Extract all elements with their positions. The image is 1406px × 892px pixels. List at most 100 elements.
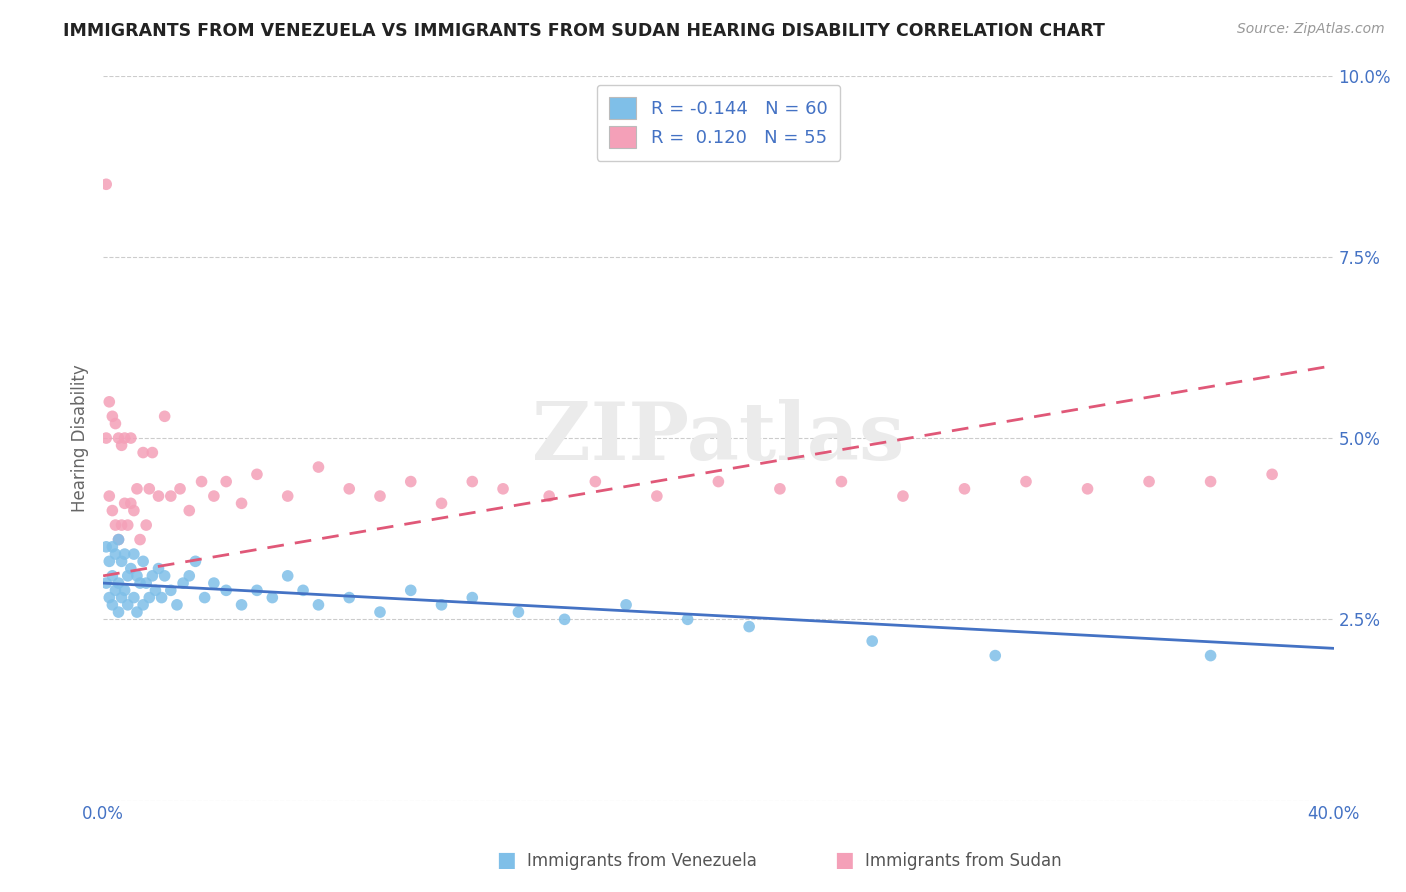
Point xyxy=(246,583,269,598)
Point xyxy=(1137,475,1160,489)
Point xyxy=(538,489,561,503)
Point xyxy=(96,540,118,554)
Point xyxy=(166,598,188,612)
Text: ■: ■ xyxy=(496,850,516,870)
Point xyxy=(107,533,129,547)
Point xyxy=(122,503,145,517)
Point xyxy=(231,598,253,612)
Point xyxy=(215,475,238,489)
Point xyxy=(135,518,157,533)
Point xyxy=(148,561,170,575)
Point xyxy=(132,554,155,568)
Point xyxy=(399,583,422,598)
Point xyxy=(277,489,299,503)
Point xyxy=(262,591,284,605)
Point xyxy=(104,417,127,431)
Point xyxy=(554,612,576,626)
Point xyxy=(107,605,129,619)
Point xyxy=(110,554,132,568)
Y-axis label: Hearing Disability: Hearing Disability xyxy=(72,364,89,512)
Point xyxy=(860,634,883,648)
Point xyxy=(135,576,157,591)
Point xyxy=(277,569,299,583)
Point xyxy=(129,576,152,591)
Text: Source: ZipAtlas.com: Source: ZipAtlas.com xyxy=(1237,22,1385,37)
Point xyxy=(461,591,484,605)
Point xyxy=(194,591,217,605)
Point xyxy=(368,605,391,619)
Point xyxy=(169,482,191,496)
Point xyxy=(159,583,181,598)
Point xyxy=(508,605,530,619)
Text: Immigrants from Sudan: Immigrants from Sudan xyxy=(865,852,1062,870)
Point xyxy=(141,445,163,459)
Point xyxy=(1015,475,1038,489)
Point xyxy=(150,591,173,605)
Point xyxy=(246,467,269,482)
Point xyxy=(120,431,142,445)
Point xyxy=(184,554,207,568)
Point xyxy=(132,598,155,612)
Point xyxy=(308,460,330,475)
Point xyxy=(179,569,201,583)
Point xyxy=(114,583,136,598)
Point xyxy=(308,598,330,612)
Point xyxy=(231,496,253,510)
Point xyxy=(110,591,132,605)
Point xyxy=(110,438,132,452)
Point xyxy=(190,475,212,489)
Text: ■: ■ xyxy=(834,850,853,870)
Point xyxy=(122,591,145,605)
Point xyxy=(110,518,132,533)
Point xyxy=(583,475,606,489)
Point xyxy=(132,445,155,459)
Point xyxy=(1076,482,1098,496)
Point xyxy=(738,619,761,633)
Point xyxy=(153,409,176,424)
Point xyxy=(148,489,170,503)
Point xyxy=(292,583,315,598)
Point xyxy=(145,583,167,598)
Point xyxy=(1199,648,1222,663)
Point xyxy=(337,591,360,605)
Point xyxy=(98,554,121,568)
Point xyxy=(114,431,136,445)
Text: Immigrants from Venezuela: Immigrants from Venezuela xyxy=(527,852,756,870)
Point xyxy=(159,489,181,503)
Point xyxy=(129,533,152,547)
Point xyxy=(98,489,121,503)
Legend: R = -0.144   N = 60, R =  0.120   N = 55: R = -0.144 N = 60, R = 0.120 N = 55 xyxy=(596,85,841,161)
Point xyxy=(138,482,160,496)
Point xyxy=(153,569,176,583)
Point xyxy=(122,547,145,561)
Point xyxy=(399,475,422,489)
Point xyxy=(202,576,225,591)
Point xyxy=(492,482,515,496)
Point xyxy=(984,648,1007,663)
Point xyxy=(98,591,121,605)
Point xyxy=(430,598,453,612)
Point xyxy=(461,475,484,489)
Point xyxy=(114,547,136,561)
Point xyxy=(891,489,914,503)
Point xyxy=(125,569,148,583)
Point xyxy=(125,605,148,619)
Point xyxy=(125,482,148,496)
Point xyxy=(1261,467,1284,482)
Point xyxy=(430,496,453,510)
Point xyxy=(172,576,194,591)
Point xyxy=(830,475,852,489)
Point xyxy=(104,518,127,533)
Point xyxy=(645,489,668,503)
Point xyxy=(337,482,360,496)
Point xyxy=(707,475,730,489)
Point xyxy=(104,547,127,561)
Point xyxy=(141,569,163,583)
Point xyxy=(120,561,142,575)
Point xyxy=(769,482,792,496)
Point xyxy=(96,576,118,591)
Point xyxy=(101,503,124,517)
Point xyxy=(107,533,129,547)
Point xyxy=(138,591,160,605)
Point xyxy=(101,409,124,424)
